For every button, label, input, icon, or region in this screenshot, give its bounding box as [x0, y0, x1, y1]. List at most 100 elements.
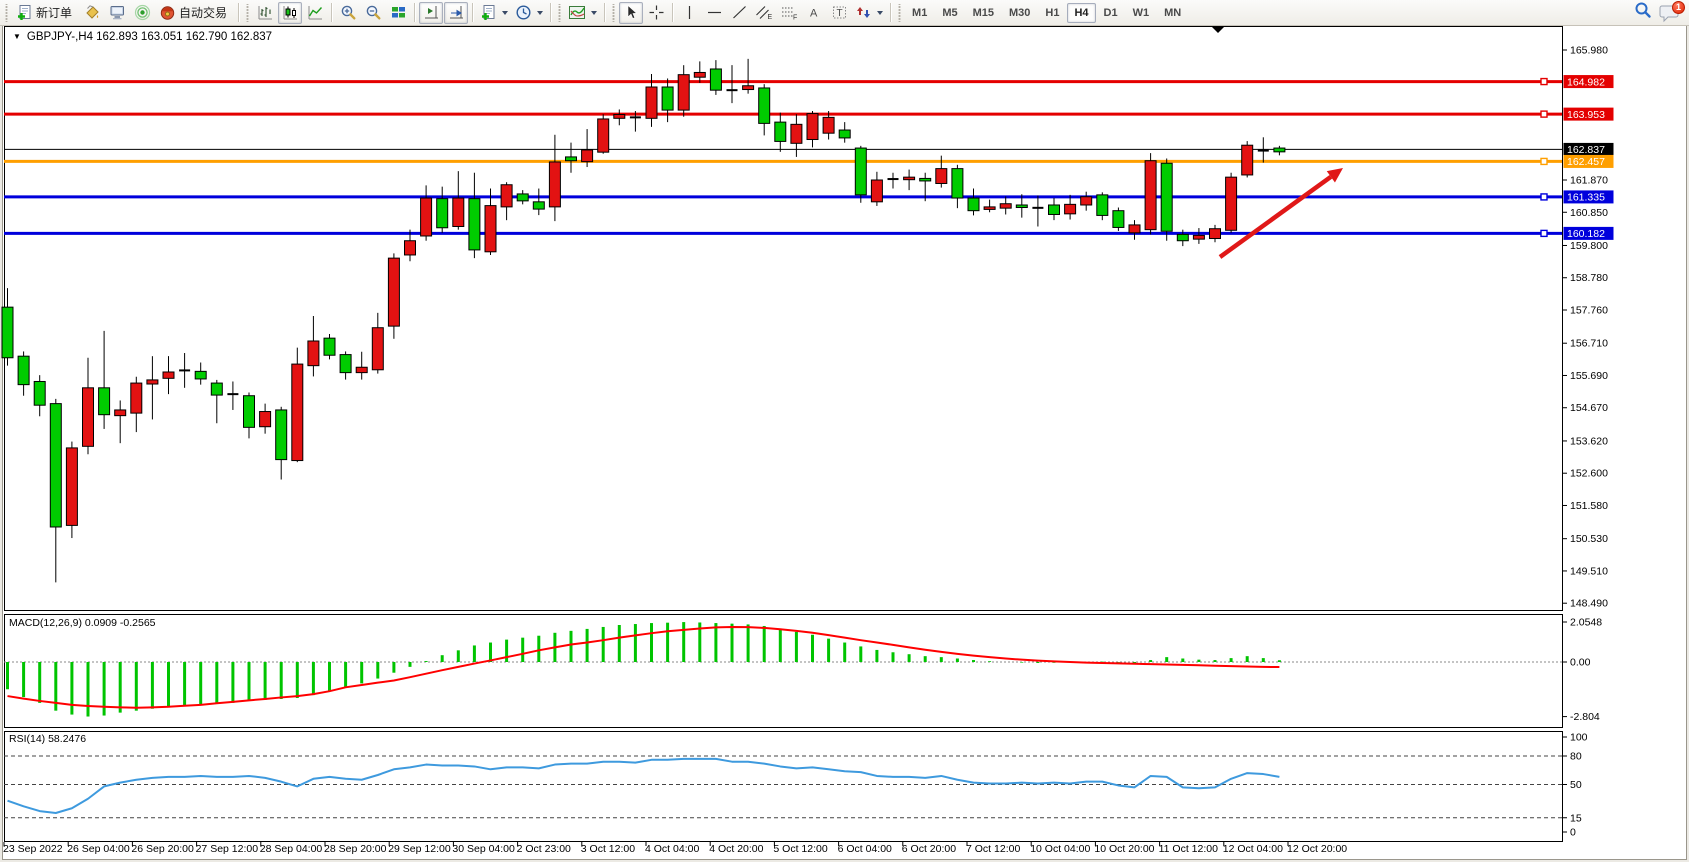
text-label-icon: T — [831, 4, 848, 21]
bullish-candle — [661, 86, 674, 111]
arrows-button[interactable] — [852, 2, 886, 24]
alerts-button[interactable] — [130, 2, 154, 24]
rsi-axis-label: 100 — [1570, 732, 1588, 744]
auto-trading-button[interactable]: 自动交易 — [155, 2, 234, 24]
chevron-down-icon — [877, 10, 884, 15]
candlestick-chart-icon — [282, 4, 299, 21]
chart-title-text: GBPJPY-,H4 162.893 163.051 162.790 162.8… — [26, 31, 273, 43]
bullish-candle — [98, 387, 111, 416]
chart-shift-icon — [423, 4, 440, 21]
bullish-candle — [1112, 210, 1125, 228]
chevron-down-icon — [537, 10, 544, 15]
time-tick-label: 12 Oct 04:00 — [1223, 843, 1283, 855]
bullish-candle — [17, 355, 30, 386]
time-tick-label: 23 Sep 2022 — [3, 843, 63, 855]
crosshair-button[interactable] — [644, 2, 668, 24]
toolbar-grip[interactable] — [557, 3, 563, 22]
symbol-dropdown-icon[interactable]: ▼ — [13, 32, 21, 41]
bearish-candle — [806, 113, 819, 141]
line-chart-button[interactable] — [303, 2, 327, 24]
tile-windows-icon — [390, 4, 407, 21]
time-tick-label: 28 Sep 04:00 — [260, 843, 323, 855]
zoom-out-button[interactable] — [361, 2, 385, 24]
toolbar-grip[interactable] — [4, 3, 9, 22]
time-tick-label: 6 Oct 20:00 — [902, 843, 956, 855]
candlestick-chart-button[interactable] — [278, 1, 303, 24]
vertical-line-button[interactable] — [677, 2, 701, 24]
bullish-candle — [33, 380, 46, 406]
timeframe-m30-button[interactable]: M30 — [1009, 6, 1031, 19]
time-tick-label: 3 Oct 12:00 — [581, 843, 635, 855]
zoom-in-button[interactable] — [336, 2, 360, 24]
terminal-button[interactable] — [105, 2, 129, 24]
bearish-candle — [114, 409, 127, 417]
fibonacci-button[interactable]: F — [777, 2, 801, 24]
bearish-candle — [484, 205, 497, 253]
tile-windows-button[interactable] — [386, 2, 410, 24]
cursor-button[interactable] — [619, 1, 644, 24]
auto-scroll-button[interactable] — [444, 1, 469, 24]
paint-bucket-icon — [84, 4, 101, 21]
svg-text:F: F — [793, 15, 797, 22]
styler-button[interactable] — [80, 2, 104, 24]
toolbar-grip[interactable] — [611, 3, 617, 22]
bearish-candle — [291, 363, 304, 462]
price-tick-label: 152.600 — [1570, 468, 1608, 480]
search-icon[interactable] — [1633, 0, 1653, 25]
line-chart-icon — [307, 4, 324, 21]
indicators-button[interactable] — [565, 2, 600, 24]
toolbar-separator — [672, 3, 674, 22]
timeframe-w1-button[interactable]: W1 — [1132, 6, 1150, 19]
new-order-button[interactable]: 新订单 — [12, 2, 79, 24]
time-tick-label: 11 Oct 12:00 — [1159, 843, 1219, 855]
timeframe-h1-button[interactable]: H1 — [1045, 6, 1060, 19]
time-tick-label: 4 Oct 20:00 — [709, 843, 763, 855]
toolbar-separator — [238, 3, 240, 22]
bearish-candle — [693, 71, 706, 78]
chart-title[interactable]: ▼ GBPJPY-,H4 162.893 163.051 162.790 162.… — [13, 31, 272, 43]
time-tick-label: 5 Oct 12:00 — [773, 843, 827, 855]
timeframe-d1-button[interactable]: D1 — [1103, 6, 1118, 19]
macd-axis-label: 2.0548 — [1570, 616, 1602, 628]
bullish-candle — [516, 193, 529, 202]
price-tick-label: 157.760 — [1570, 304, 1608, 316]
timeframe-m1-button[interactable]: M1 — [912, 6, 928, 19]
macd-axis-label: 0.00 — [1570, 657, 1591, 669]
zoom-out-icon — [365, 4, 382, 21]
trendline-button[interactable] — [727, 2, 751, 24]
bearish-candle — [82, 387, 94, 447]
toolbar-separator — [550, 3, 552, 22]
bar-chart-button[interactable] — [253, 2, 277, 24]
scroll-marker-icon — [1212, 27, 1224, 33]
price-badge — [1563, 154, 1614, 168]
bullish-candle — [275, 409, 288, 461]
time-tick-label: 4 Oct 04:00 — [645, 843, 699, 855]
auto-trading-icon — [159, 4, 176, 21]
toolbar-grip[interactable] — [245, 3, 251, 22]
price-badge-label: 162.457 — [1567, 156, 1605, 168]
bearish-candle — [935, 168, 948, 184]
bullish-candle — [210, 382, 223, 396]
price-tick-label: 148.490 — [1570, 598, 1608, 610]
price-badge-label: 164.982 — [1567, 76, 1605, 88]
timeframe-m15-button[interactable]: M15 — [972, 6, 994, 19]
bearish-candle — [452, 197, 465, 227]
timeframe-m5-button[interactable]: M5 — [942, 6, 958, 19]
horizontal-line-button[interactable] — [702, 2, 726, 24]
arrows-icon — [855, 4, 872, 21]
equidistant-channel-button[interactable]: E — [752, 2, 776, 24]
chart-shift-button[interactable] — [419, 1, 444, 24]
price-tick-label: 153.620 — [1570, 435, 1608, 447]
timeframe-mn-button[interactable]: MN — [1164, 6, 1182, 19]
timeframe-h4-button[interactable]: H4 — [1067, 2, 1096, 23]
notifications-chat-icon[interactable]: 1 — [1659, 0, 1685, 23]
toolbar-grip[interactable] — [897, 3, 903, 22]
trendline-icon — [731, 4, 748, 21]
text-label-button[interactable]: T — [827, 2, 851, 24]
equidistant-channel-icon: E — [755, 4, 773, 21]
period-button[interactable] — [512, 2, 546, 24]
new-chart-button[interactable] — [477, 2, 511, 24]
bearish-candle — [1192, 234, 1205, 240]
text-button[interactable]: A — [802, 2, 826, 24]
